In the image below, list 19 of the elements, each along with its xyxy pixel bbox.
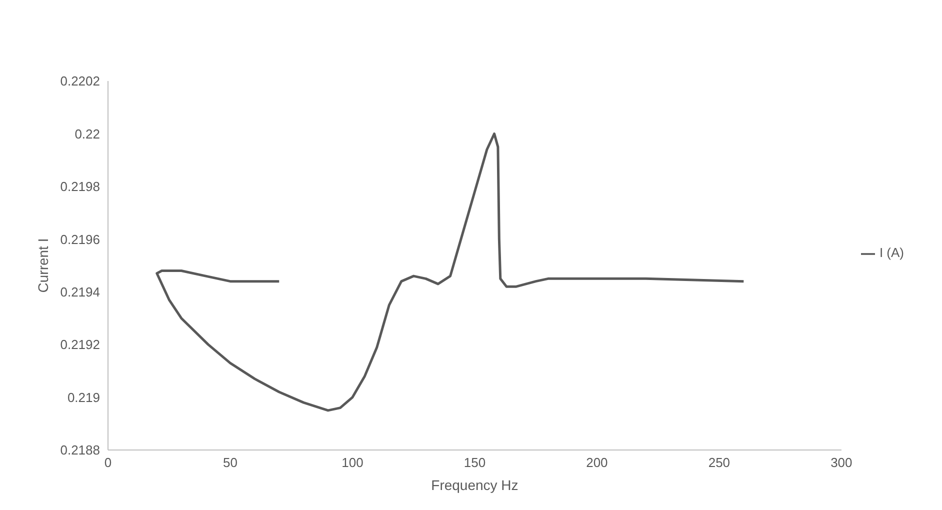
line-series — [156, 132, 745, 412]
y-tick-label: 0.2202 — [60, 74, 100, 89]
x-tick-label: 200 — [586, 455, 608, 470]
x-tick-label: 100 — [342, 455, 364, 470]
y-tick-label: 0.2196 — [60, 232, 100, 247]
x-tick-label: 300 — [830, 455, 852, 470]
y-tick-label: 0.2194 — [60, 284, 100, 300]
y-tick-label: 0.22 — [74, 126, 100, 142]
y-tick-label: 0.2198 — [60, 179, 100, 194]
x-tick-label: 250 — [708, 455, 730, 470]
y-axis-title: Current I — [34, 238, 51, 293]
legend-label: I (A) — [879, 245, 904, 260]
y-tick-label: 0.2192 — [60, 337, 100, 352]
x-tick-label: 0 — [104, 455, 112, 470]
x-tick-label: 150 — [464, 455, 486, 470]
y-tick-label: 0.2188 — [60, 442, 100, 458]
x-tick-label: 50 — [223, 455, 238, 470]
y-tick-label: 0.219 — [67, 390, 100, 405]
x-axis-title: Frequency Hz — [431, 477, 518, 493]
